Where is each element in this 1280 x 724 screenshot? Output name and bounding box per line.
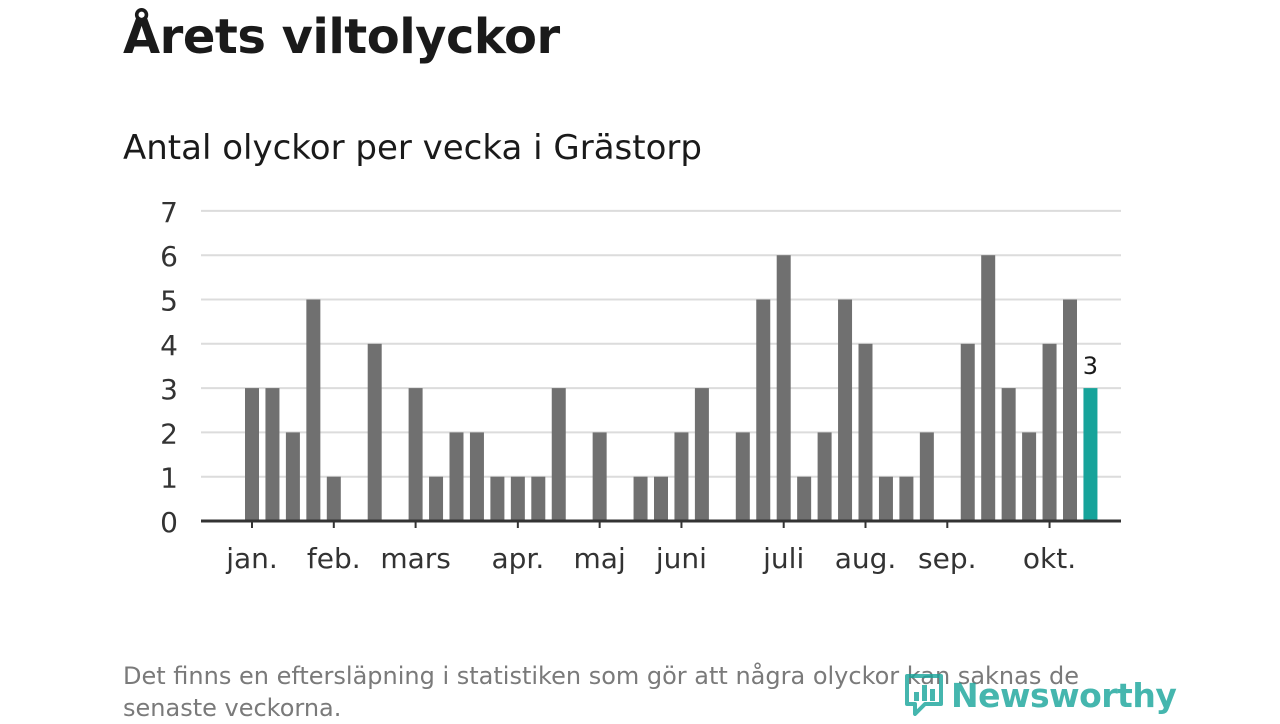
bar xyxy=(817,432,832,521)
x-tick-label: juni xyxy=(655,542,707,575)
bar xyxy=(838,299,853,521)
y-tick-label: 7 xyxy=(160,196,178,229)
x-tick-label: jan. xyxy=(225,542,278,575)
bar xyxy=(1022,432,1037,521)
bar xyxy=(469,432,484,521)
bar xyxy=(531,476,546,521)
bar xyxy=(429,476,444,521)
bar xyxy=(1001,388,1016,521)
bar xyxy=(326,476,341,521)
y-axis-tick-labels: 0 1 2 3 4 5 6 7 xyxy=(160,196,178,539)
bar xyxy=(265,388,280,521)
x-tick-label: juli xyxy=(762,542,804,575)
bar xyxy=(551,388,566,521)
annotations: 3 xyxy=(1083,352,1098,380)
bar xyxy=(285,432,300,521)
chart-title: Årets viltolyckor xyxy=(123,9,560,65)
bar xyxy=(694,388,709,521)
x-tick-label: maj xyxy=(574,542,626,575)
bar xyxy=(592,432,607,521)
bar xyxy=(367,343,382,521)
bar xyxy=(306,299,321,521)
bar-highlight xyxy=(1083,388,1098,521)
x-tick-label: feb. xyxy=(307,542,361,575)
bar xyxy=(776,255,791,521)
bar xyxy=(1042,343,1057,521)
bar xyxy=(858,343,873,521)
bars xyxy=(245,255,1098,521)
bar xyxy=(654,476,668,521)
x-tick-label: aug. xyxy=(835,542,897,575)
y-tick-label: 5 xyxy=(160,285,178,318)
bar xyxy=(899,476,914,521)
x-tick-label: mars xyxy=(380,542,451,575)
y-tick-label: 6 xyxy=(160,240,178,273)
bar xyxy=(878,476,893,521)
bar xyxy=(449,432,464,521)
bar xyxy=(981,255,996,521)
y-tick-label: 3 xyxy=(160,373,178,406)
bar xyxy=(919,432,934,521)
y-tick-label: 0 xyxy=(160,506,178,539)
bar xyxy=(510,476,525,521)
y-tick-label: 4 xyxy=(160,329,178,362)
y-tick-label: 2 xyxy=(160,417,178,450)
bar xyxy=(633,476,648,521)
bar xyxy=(674,432,689,521)
brand-name: Newsworthy xyxy=(951,675,1177,715)
x-axis xyxy=(201,519,1121,528)
bar xyxy=(756,299,771,521)
x-tick-label: apr. xyxy=(491,542,544,575)
x-tick-label: okt. xyxy=(1023,542,1076,575)
brand-logo: Newsworthy xyxy=(903,672,1177,718)
x-tick-label: sep. xyxy=(918,542,977,575)
bar xyxy=(960,343,975,521)
chart-subtitle: Antal olyckor per vecka i Grästorp xyxy=(123,128,702,168)
x-axis-tick-labels: jan. feb. mars apr. maj juni juli aug. sep. okt. xyxy=(225,542,1076,575)
bar xyxy=(490,476,505,521)
bar xyxy=(245,388,259,521)
bar-chart: 0 1 2 3 4 5 6 7 jan. feb. mars apr. maj juni juli aug.… xyxy=(160,196,1121,575)
bar xyxy=(408,388,423,521)
bar xyxy=(1063,299,1077,521)
y-tick-label: 1 xyxy=(160,462,178,495)
newsworthy-logo-icon xyxy=(905,674,943,716)
data-label-highlight: 3 xyxy=(1083,352,1098,380)
bar xyxy=(797,476,812,521)
bar xyxy=(735,432,750,521)
